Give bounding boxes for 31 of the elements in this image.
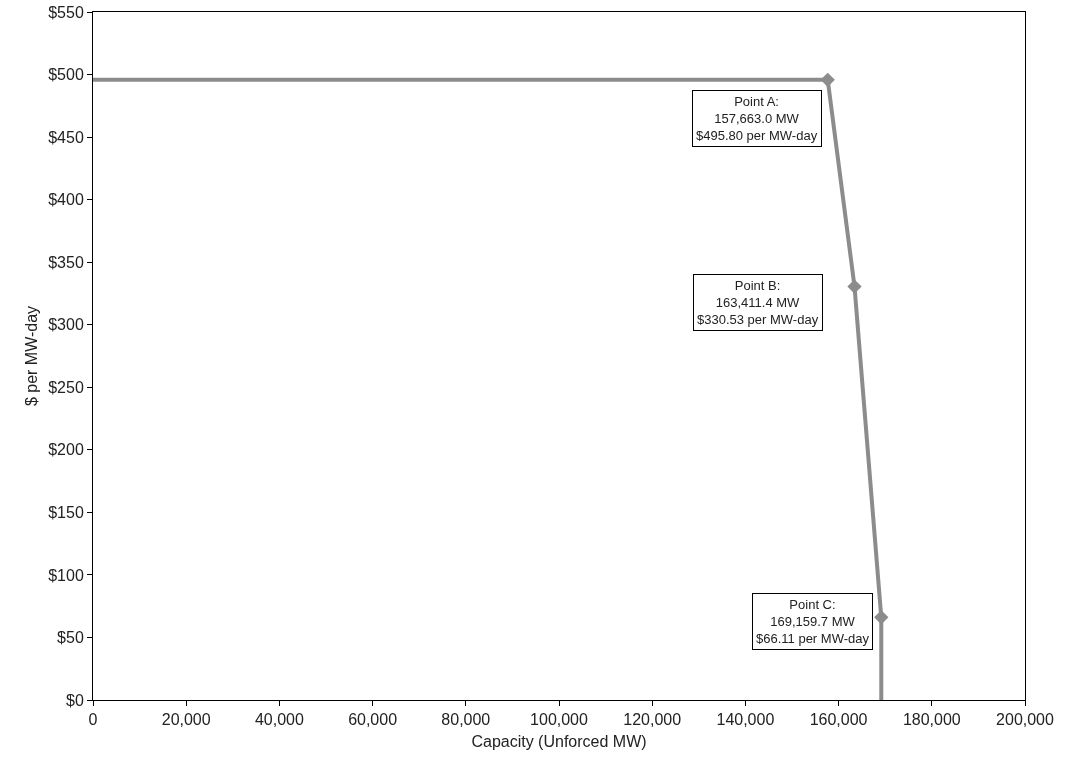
annotation: Point B: 163,411.4 MW $330.53 per MW-day — [697, 278, 819, 327]
y-tick-label: $300 — [48, 316, 84, 334]
x-tick-label: 180,000 — [902, 711, 961, 729]
point — [874, 610, 889, 625]
y-axis-title: $ per MW-day — [23, 305, 41, 407]
point — [820, 72, 835, 87]
x-tick-label: 20,000 — [161, 711, 211, 729]
y-tick-label: $250 — [48, 378, 84, 396]
x-tick-label: 60,000 — [348, 711, 398, 729]
x-tick-label: 160,000 — [809, 711, 868, 729]
x-tick-label: 80,000 — [441, 711, 491, 729]
y-tick-label: $400 — [48, 191, 84, 209]
y-tick-label: $100 — [48, 566, 84, 584]
x-tick-label: 120,000 — [623, 711, 682, 729]
y-tick-label: $500 — [48, 66, 84, 84]
y-tick-label: $150 — [48, 503, 84, 521]
y-tick-label: $200 — [48, 441, 84, 459]
y-tick-label: $0 — [66, 691, 84, 709]
x-tick-label: 40,000 — [254, 711, 304, 729]
point — [847, 279, 862, 294]
x-axis-title: Capacity (Unforced MW) — [471, 732, 647, 750]
annotation: Point A: 157,663.0 MW $495.80 per MW-day — [696, 94, 818, 143]
y-tick-label: $350 — [48, 253, 84, 271]
x-tick-label: 200,000 — [996, 711, 1055, 729]
y-tick-label: $50 — [57, 629, 84, 647]
x-tick-label: 140,000 — [716, 711, 775, 729]
x-tick-label: 0 — [88, 711, 98, 729]
x-tick-label: 100,000 — [530, 711, 589, 729]
annotation: Point C: 169,159.7 MW $66.11 per MW-day — [756, 597, 870, 646]
y-tick-label: $550 — [48, 3, 84, 21]
y-tick-label: $450 — [48, 128, 84, 146]
